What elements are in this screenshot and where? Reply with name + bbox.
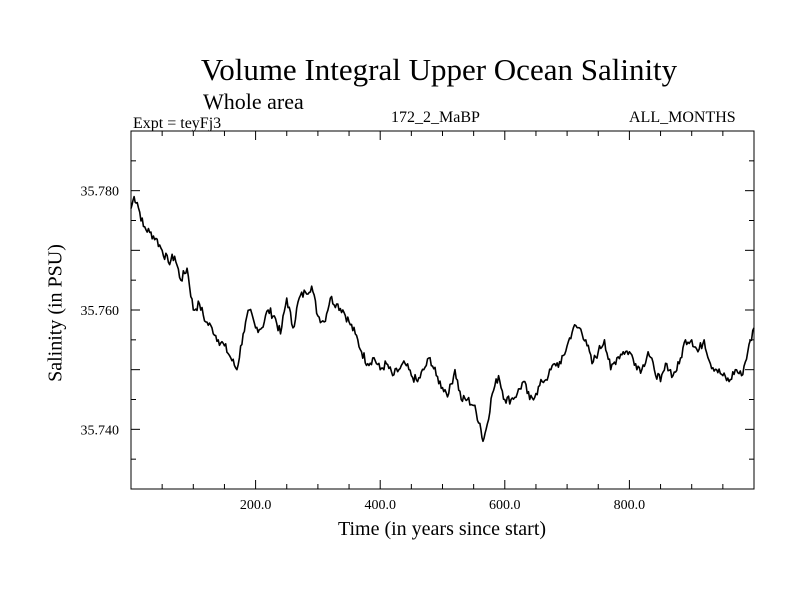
y-axis-ticks: 35.740 35.760 35.780 bbox=[81, 160, 754, 460]
experiment-label: Expt = teyFj3 bbox=[133, 115, 222, 132]
y-tick-label: 35.740 bbox=[81, 423, 120, 438]
chart-title: Volume Integral Upper Ocean Salinity bbox=[200, 52, 678, 87]
chart-subtitle: Whole area bbox=[203, 89, 304, 114]
plot-frame bbox=[130, 130, 755, 490]
x-tick-label: 400.0 bbox=[364, 498, 396, 513]
x-tick-label: 200.0 bbox=[240, 498, 272, 513]
y-tick-label: 35.760 bbox=[81, 304, 120, 319]
x-axis-label: Time (in years since start) bbox=[337, 518, 547, 540]
salinity-series-line bbox=[130, 195, 755, 443]
months-label: ALL_MONTHS bbox=[629, 109, 736, 126]
x-tick-label: 800.0 bbox=[614, 498, 646, 513]
y-tick-label: 35.780 bbox=[81, 185, 120, 200]
run-label: 172_2_MaBP bbox=[391, 109, 480, 126]
x-tick-label: 600.0 bbox=[489, 498, 521, 513]
x-axis-ticks: 200.0 400.0 600.0 800.0 bbox=[161, 131, 724, 513]
